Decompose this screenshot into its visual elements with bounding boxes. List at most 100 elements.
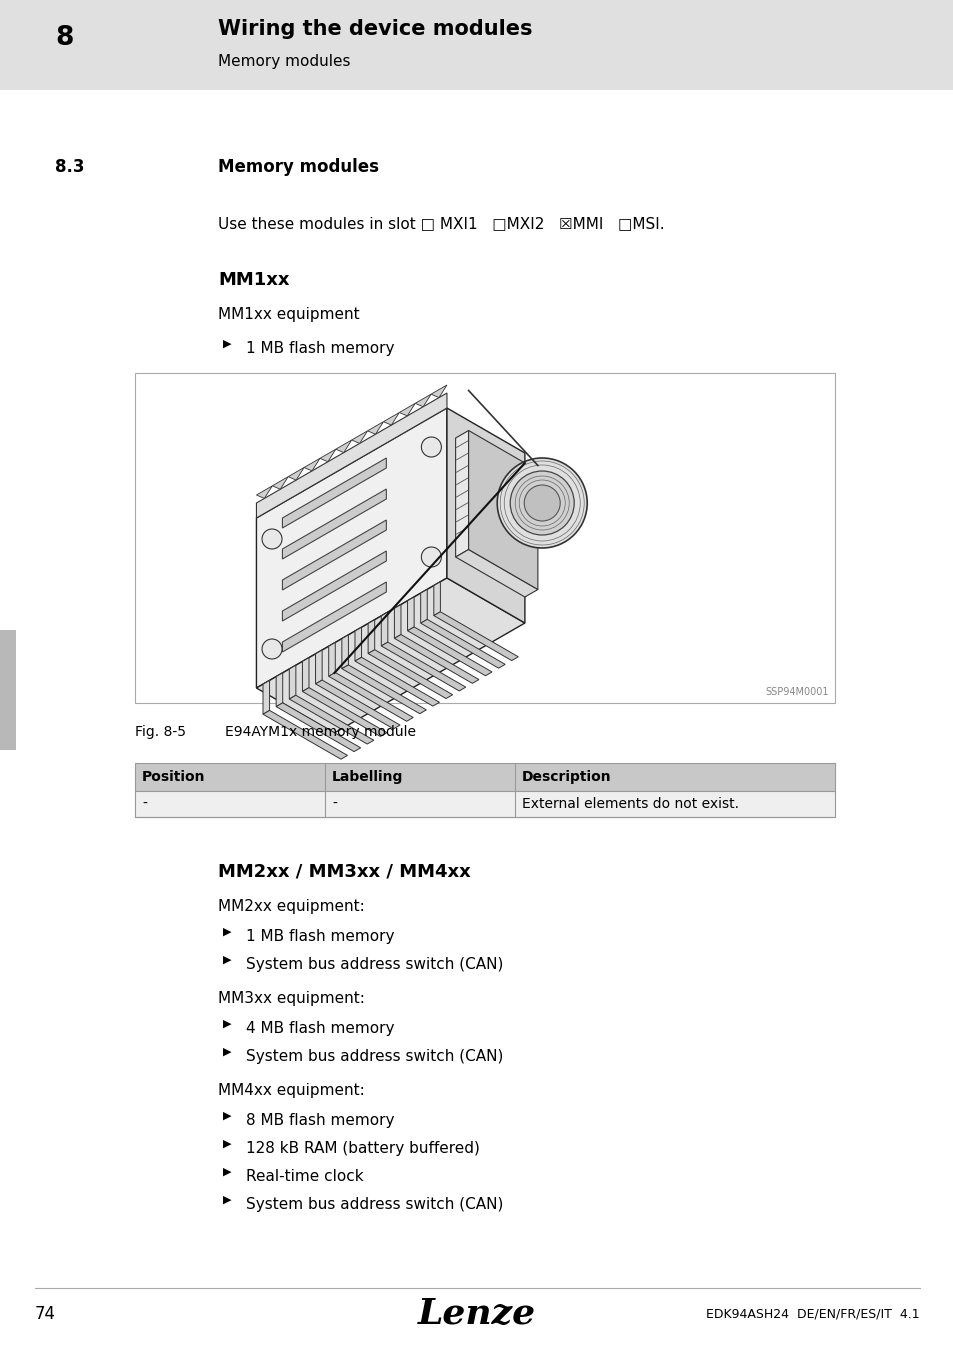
Polygon shape [282, 489, 386, 559]
Polygon shape [341, 666, 426, 714]
Polygon shape [275, 672, 282, 706]
Polygon shape [282, 551, 386, 621]
Polygon shape [288, 467, 304, 481]
Text: Real-time clock: Real-time clock [246, 1169, 363, 1184]
Text: System bus address switch (CAN): System bus address switch (CAN) [246, 957, 503, 972]
Polygon shape [381, 643, 465, 691]
Text: System bus address switch (CAN): System bus address switch (CAN) [246, 1197, 503, 1212]
Text: 1 MB flash memory: 1 MB flash memory [246, 342, 395, 356]
Polygon shape [275, 703, 360, 752]
Circle shape [523, 485, 559, 521]
Text: Fig. 8-5: Fig. 8-5 [135, 725, 186, 738]
Polygon shape [415, 394, 431, 406]
Circle shape [510, 471, 574, 535]
Text: E94AYM1x memory module: E94AYM1x memory module [225, 725, 416, 738]
Polygon shape [468, 431, 537, 590]
Text: MM1xx: MM1xx [218, 271, 289, 289]
Polygon shape [431, 385, 447, 398]
Polygon shape [420, 590, 427, 624]
Text: 4 MB flash memory: 4 MB flash memory [246, 1021, 395, 1035]
Circle shape [262, 529, 282, 549]
Text: Memory modules: Memory modules [218, 54, 350, 69]
Text: MM3xx equipment:: MM3xx equipment: [218, 991, 364, 1006]
Text: EDK94ASH24  DE/EN/FR/ES/IT  4.1: EDK94ASH24 DE/EN/FR/ES/IT 4.1 [705, 1308, 919, 1320]
Polygon shape [407, 626, 492, 676]
Polygon shape [304, 459, 319, 471]
Circle shape [497, 458, 587, 548]
Text: ▶: ▶ [223, 1048, 232, 1057]
Text: -: - [142, 796, 147, 811]
Text: Labelling: Labelling [332, 769, 403, 784]
Text: MM2xx equipment:: MM2xx equipment: [218, 899, 364, 914]
Text: MM1xx equipment: MM1xx equipment [218, 306, 359, 323]
Polygon shape [407, 597, 414, 630]
Text: ▶: ▶ [223, 1139, 232, 1149]
Polygon shape [263, 680, 270, 714]
Polygon shape [256, 578, 524, 733]
Polygon shape [355, 628, 361, 662]
Polygon shape [302, 657, 309, 691]
Polygon shape [335, 440, 352, 452]
Polygon shape [368, 649, 452, 698]
Polygon shape [282, 458, 386, 528]
Polygon shape [381, 612, 388, 645]
Text: ▶: ▶ [223, 1111, 232, 1120]
Text: ▶: ▶ [223, 1166, 232, 1177]
Text: MM4xx equipment:: MM4xx equipment: [218, 1083, 364, 1098]
Text: ▶: ▶ [223, 339, 232, 350]
Polygon shape [394, 605, 400, 639]
Polygon shape [456, 431, 468, 558]
Polygon shape [447, 408, 524, 622]
Polygon shape [383, 413, 399, 425]
Polygon shape [399, 404, 415, 416]
Polygon shape [256, 408, 447, 688]
Polygon shape [434, 582, 440, 616]
Text: ▶: ▶ [223, 1019, 232, 1029]
Polygon shape [329, 672, 413, 721]
Text: 8: 8 [55, 24, 73, 51]
Text: 128 kB RAM (battery buffered): 128 kB RAM (battery buffered) [246, 1141, 479, 1156]
Polygon shape [256, 393, 447, 518]
Text: -: - [332, 796, 336, 811]
Bar [135, 791, 834, 817]
Text: External elements do not exist.: External elements do not exist. [521, 796, 739, 811]
Polygon shape [263, 710, 347, 759]
Polygon shape [368, 620, 375, 653]
Text: Memory modules: Memory modules [218, 158, 378, 176]
Polygon shape [456, 549, 537, 597]
Circle shape [421, 437, 441, 458]
Text: 8 MB flash memory: 8 MB flash memory [246, 1112, 395, 1129]
Bar [0, 0, 953, 90]
Polygon shape [256, 486, 272, 498]
Polygon shape [394, 634, 478, 683]
Polygon shape [420, 620, 505, 668]
Polygon shape [367, 421, 383, 435]
Polygon shape [329, 643, 335, 676]
Text: ▶: ▶ [223, 954, 232, 965]
Polygon shape [319, 450, 335, 462]
Text: ▶: ▶ [223, 1195, 232, 1206]
Text: Position: Position [142, 769, 205, 784]
Polygon shape [289, 666, 295, 699]
Polygon shape [434, 612, 517, 660]
Polygon shape [302, 687, 387, 737]
Text: Use these modules in slot □ MXI1   □MXI2   ☒MMI   □MSI.: Use these modules in slot □ MXI1 □MXI2 ☒… [218, 216, 664, 231]
Text: 8.3: 8.3 [55, 158, 85, 176]
Polygon shape [341, 634, 348, 668]
Text: SSP94M0001: SSP94M0001 [764, 687, 828, 697]
Text: 1 MB flash memory: 1 MB flash memory [246, 929, 395, 944]
Text: Wiring the device modules: Wiring the device modules [218, 19, 532, 39]
Text: Description: Description [521, 769, 611, 784]
Text: ▶: ▶ [223, 927, 232, 937]
Polygon shape [272, 477, 288, 489]
Polygon shape [355, 657, 439, 706]
Bar [0, 630, 16, 751]
Polygon shape [282, 520, 386, 590]
Circle shape [262, 639, 282, 659]
Polygon shape [289, 695, 374, 744]
Polygon shape [315, 680, 399, 729]
Polygon shape [315, 651, 322, 684]
Polygon shape [282, 582, 386, 652]
Circle shape [421, 547, 441, 567]
Polygon shape [352, 431, 367, 443]
